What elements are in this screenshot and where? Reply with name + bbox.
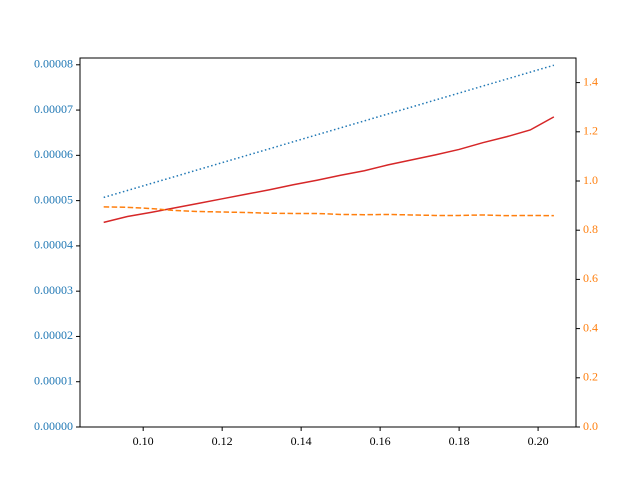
series-line xyxy=(103,116,555,224)
y-tick-label: 0.00007 xyxy=(34,102,73,116)
y-tick-label: 0.00002 xyxy=(34,328,73,342)
y2-tick-label: 1.0 xyxy=(583,173,598,187)
y2-tick-label: 0.2 xyxy=(583,370,598,384)
plot-frame xyxy=(79,57,577,428)
y2-tick-label: 0.8 xyxy=(583,222,598,236)
y-tick-label: 0.00001 xyxy=(34,373,73,387)
x-tick-label: 0.20 xyxy=(528,434,549,448)
y-tick-label: 0.00000 xyxy=(34,419,73,433)
y-tick-label: 0.00005 xyxy=(34,192,73,206)
x-tick-label: 0.18 xyxy=(449,434,470,448)
y2-tick-label: 0.4 xyxy=(583,320,598,334)
y-tick-label: 0.00003 xyxy=(34,283,73,297)
x-tick-label: 0.14 xyxy=(291,434,312,448)
x-tick-label: 0.10 xyxy=(133,434,154,448)
y2-tick-label: 0.0 xyxy=(583,419,598,433)
y2-tick-label: 1.4 xyxy=(583,74,598,88)
y-tick-label: 0.00006 xyxy=(34,147,73,161)
y2-tick-label: 1.2 xyxy=(583,124,598,138)
y2-tick-label: 0.6 xyxy=(583,271,598,285)
x-tick-label: 0.16 xyxy=(370,434,391,448)
y-tick-label: 0.00008 xyxy=(34,57,73,71)
y-tick-label: 0.00004 xyxy=(34,238,73,252)
series-line xyxy=(103,206,554,217)
x-tick-label: 0.12 xyxy=(212,434,233,448)
